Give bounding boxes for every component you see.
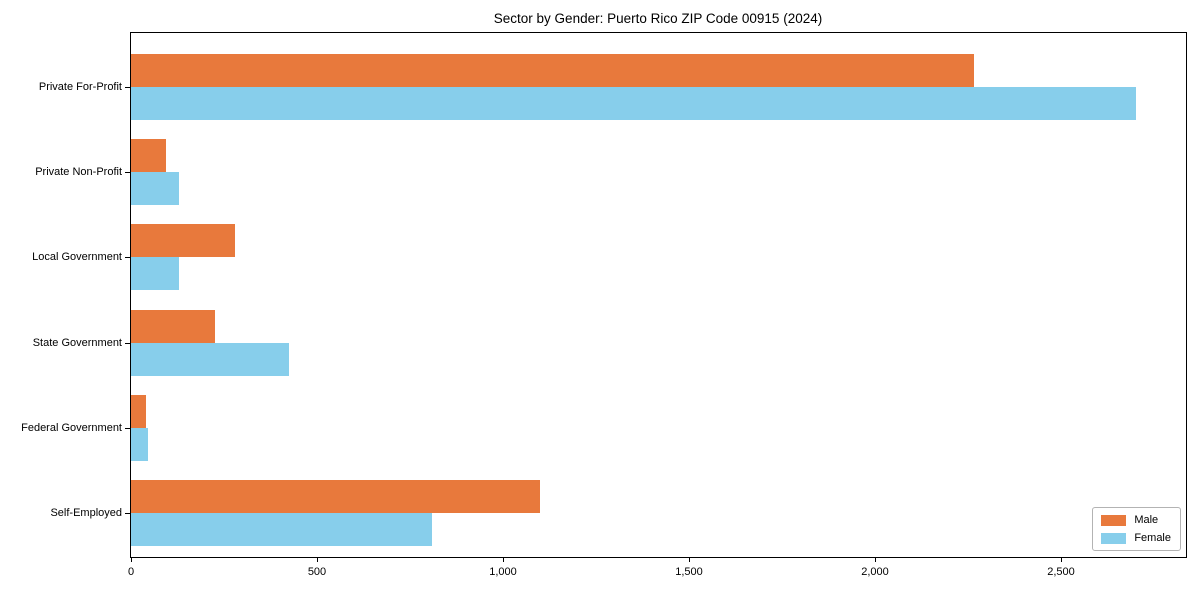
y-tick-label: Federal Government [21,422,122,434]
x-tick-label: 1,000 [489,566,517,578]
x-tick-label: 500 [307,566,327,578]
legend: Male Female [1092,507,1181,551]
legend-swatch-female [1101,532,1127,544]
x-tick [1061,557,1062,562]
bar-female-4 [131,428,148,461]
bar-male-1 [131,139,166,172]
x-tick-label: 2,500 [1047,566,1075,578]
y-tick [125,172,130,173]
legend-swatch-male [1101,514,1127,526]
y-tick-label: Private For-Profit [38,81,122,93]
legend-entry-male: Male [1101,514,1171,526]
bar-male-2 [131,224,235,257]
y-tick [125,343,130,344]
legend-label-male: Male [1134,514,1159,526]
legend-label-female: Female [1134,532,1171,544]
x-tick-label: 0 [127,566,135,578]
chart-title: Sector by Gender: Puerto Rico ZIP Code 0… [493,11,823,26]
y-tick-label: Private Non-Profit [35,166,122,178]
plot-area: Male Female [130,32,1187,558]
bar-female-5 [131,513,432,546]
y-tick [125,87,130,88]
legend-entry-female: Female [1101,532,1171,544]
x-tick [131,557,132,562]
bar-male-0 [131,54,974,87]
x-tick [317,557,318,562]
y-tick-label: Local Government [32,251,122,263]
bar-male-3 [131,310,215,343]
x-tick-label: 1,500 [675,566,703,578]
x-tick [503,557,504,562]
bar-female-3 [131,343,289,376]
bar-female-0 [131,87,1136,120]
bar-female-1 [131,172,179,205]
x-tick-label: 2,000 [861,566,889,578]
bar-male-4 [131,395,146,428]
y-tick-label: Self-Employed [50,507,122,519]
y-tick [125,428,130,429]
bar-male-5 [131,480,540,513]
x-tick [875,557,876,562]
y-tick [125,513,130,514]
y-tick-label: State Government [32,337,122,349]
x-tick [689,557,690,562]
y-tick [125,257,130,258]
bar-female-2 [131,257,179,290]
